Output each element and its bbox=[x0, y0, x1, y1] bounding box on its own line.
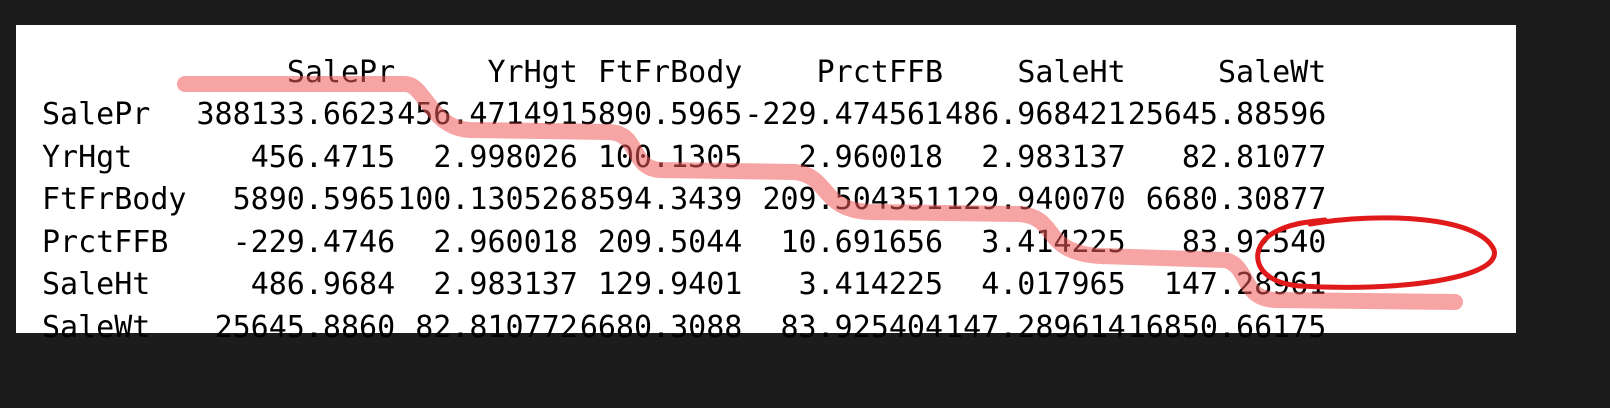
table-cell: 4.017965 bbox=[981, 267, 1126, 303]
table-cell: 129.940070 bbox=[945, 182, 1126, 218]
table-cell: 5890.5965 bbox=[232, 182, 396, 218]
table-cell: 147.289614 bbox=[945, 309, 1126, 345]
table-cell: 100.130526 bbox=[397, 182, 578, 218]
table-cell: 456.471491 bbox=[397, 97, 578, 133]
row-header: PrctFFB bbox=[42, 224, 169, 260]
output-panel: SalePr YrHgt FtFrBody PrctFFB SaleHt Sal… bbox=[16, 25, 1516, 345]
table-row: SaleHt 486.9684 2.983137 129.9401 3.4142… bbox=[32, 264, 1326, 307]
column-header: SaleHt bbox=[1017, 54, 1126, 90]
table-cell: 456.4715 bbox=[250, 139, 396, 175]
table-cell: 82.810772 bbox=[415, 309, 578, 345]
table-row: YrHgt 456.4715 2.998026 100.1305 2.96001… bbox=[32, 136, 1326, 179]
table-cell: 2.960018 bbox=[433, 224, 578, 260]
table-cell: 3.414225 bbox=[981, 224, 1126, 260]
table-cell: 129.9401 bbox=[597, 267, 743, 303]
column-header: SalePr bbox=[286, 54, 396, 90]
table-cell: 209.504351 bbox=[762, 182, 944, 218]
table-cell: 388133.6623 bbox=[196, 97, 396, 133]
header-row: SalePr YrHgt FtFrBody PrctFFB SaleHt Sal… bbox=[32, 51, 1327, 94]
table-cell: -229.4746 bbox=[232, 224, 396, 260]
table-cell: 16850.66175 bbox=[1127, 309, 1327, 345]
corner-cell bbox=[32, 51, 195, 94]
table-row: SaleWt 25645.8860 82.810772 6680.3088 83… bbox=[32, 306, 1326, 349]
table-cell: 6680.30877 bbox=[1145, 182, 1327, 218]
table-cell: 486.9684 bbox=[250, 267, 396, 303]
row-header: YrHgt bbox=[42, 139, 133, 175]
table-cell: -229.474561 bbox=[744, 97, 944, 133]
table-row: SalePr 388133.6623 456.471491 5890.5965 … bbox=[32, 94, 1326, 137]
table-cell: 83.925404 bbox=[780, 309, 944, 345]
table-cell: 10.691656 bbox=[780, 224, 944, 260]
table-cell: 25645.88596 bbox=[1127, 97, 1327, 133]
covariance-matrix: SalePr YrHgt FtFrBody PrctFFB SaleHt Sal… bbox=[32, 51, 1326, 349]
column-header: SaleWt bbox=[1218, 54, 1327, 90]
table-cell: 2.960018 bbox=[798, 139, 944, 175]
table-cell: 3.414225 bbox=[798, 267, 944, 303]
table-cell: 2.983137 bbox=[981, 139, 1126, 175]
table-cell: 6680.3088 bbox=[579, 309, 743, 345]
column-header: YrHgt bbox=[487, 54, 578, 90]
column-header: FtFrBody bbox=[597, 54, 743, 90]
column-header: PrctFFB bbox=[816, 54, 944, 90]
table-cell: 8594.3439 bbox=[579, 182, 743, 218]
table-cell: 82.81077 bbox=[1181, 139, 1327, 175]
row-header: SaleWt bbox=[42, 309, 151, 345]
table-cell: 100.1305 bbox=[597, 139, 743, 175]
table-cell: 2.998026 bbox=[433, 139, 578, 175]
table-row: PrctFFB -229.4746 2.960018 209.5044 10.6… bbox=[32, 221, 1326, 264]
table-cell: 5890.5965 bbox=[579, 97, 743, 133]
table-row: FtFrBody 5890.5965 100.130526 8594.3439 … bbox=[32, 179, 1326, 222]
table-cell: 2.983137 bbox=[433, 267, 578, 303]
table-cell: 486.968421 bbox=[945, 97, 1126, 133]
table-cell: 83.92540 bbox=[1181, 224, 1327, 260]
table-cell: 209.5044 bbox=[597, 224, 743, 260]
row-header: FtFrBody bbox=[42, 182, 187, 218]
row-header: SalePr bbox=[42, 97, 151, 133]
row-header: SaleHt bbox=[42, 267, 151, 303]
table-cell: 147.28961 bbox=[1163, 267, 1327, 303]
table-cell: 25645.8860 bbox=[214, 309, 396, 345]
